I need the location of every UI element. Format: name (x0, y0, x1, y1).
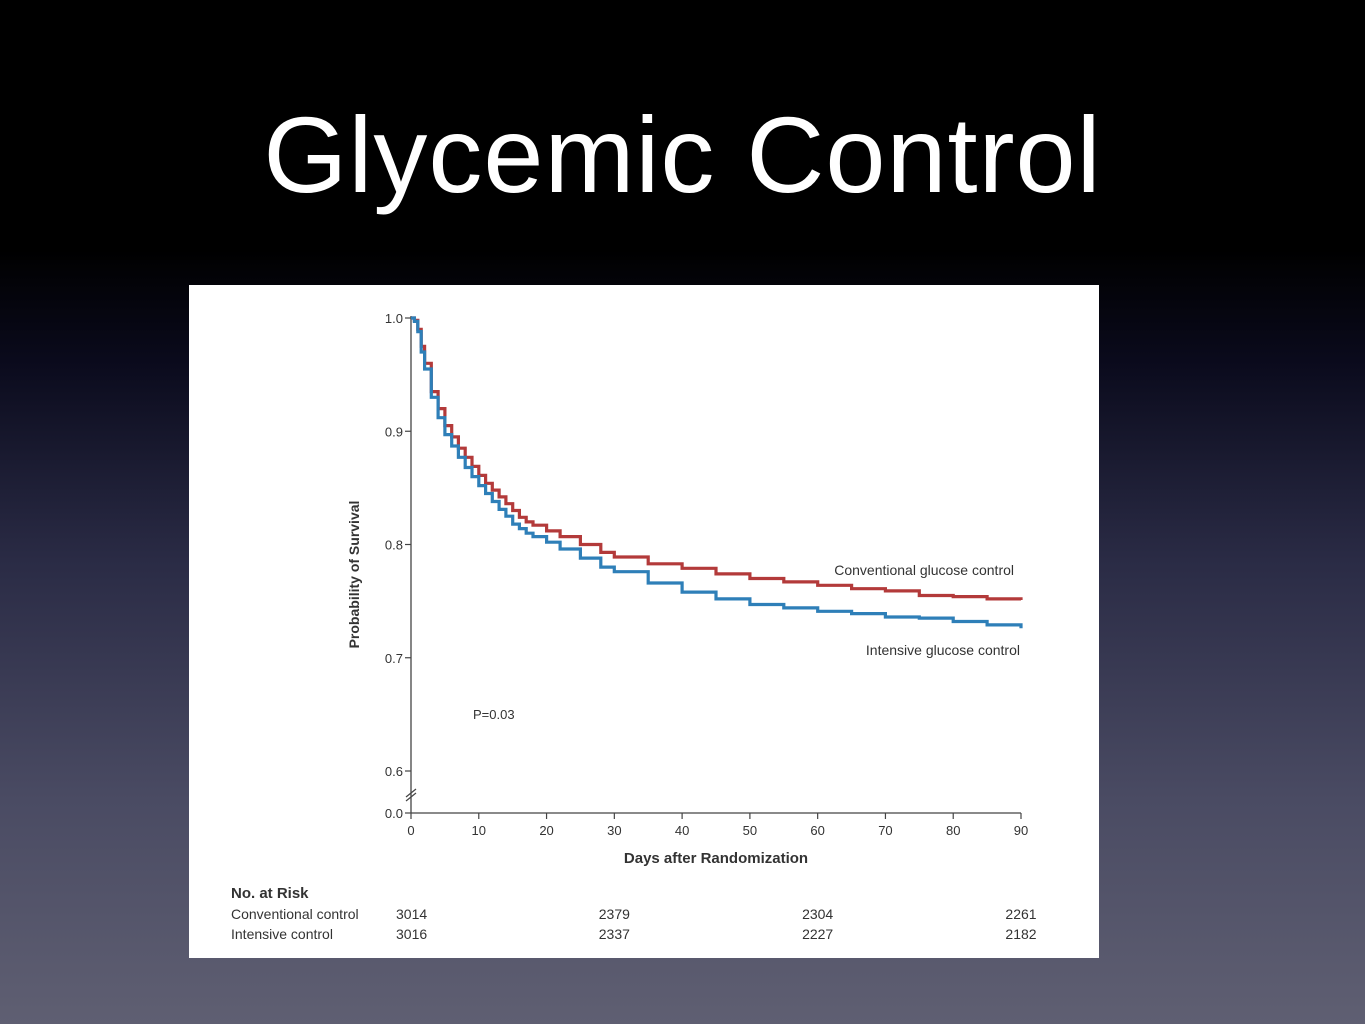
x-tick-label: 80 (946, 823, 960, 838)
y-axis-break-mark (405, 792, 417, 802)
x-tick-label: 90 (1014, 823, 1028, 838)
at-risk-value: 2304 (802, 906, 833, 922)
y-tick-label: 0.0 (385, 806, 403, 821)
x-tick-label: 60 (810, 823, 824, 838)
y-axis-break-mark (405, 788, 417, 798)
at-risk-value: 2227 (802, 926, 833, 942)
at-risk-value: 2337 (599, 926, 630, 942)
at-risk-value: 2379 (599, 906, 630, 922)
x-tick-label: 30 (607, 823, 621, 838)
intensive-series-line (411, 316, 1023, 629)
conventional-series-line (411, 316, 1023, 601)
at-risk-row-label: Conventional control (231, 906, 359, 922)
at-risk-value: 2261 (1005, 906, 1036, 922)
x-axis-label: Days after Randomization (624, 850, 808, 867)
y-tick-label: 0.8 (385, 538, 403, 553)
y-tick-label: 1.0 (385, 311, 403, 326)
figure-panel: 0.0 0.6 0.7 0.8 0.9 1.0 0 10 20 30 40 50 60 70 80 90 Day… (189, 285, 1099, 958)
series-label-conventional: Conventional glucose control (834, 562, 1014, 578)
at-risk-header: No. at Risk (231, 885, 309, 902)
y-tick-label: 0.9 (385, 424, 403, 439)
x-tick-label: 40 (675, 823, 689, 838)
x-tick-label: 50 (743, 823, 757, 838)
x-tick-label: 20 (539, 823, 553, 838)
x-tick-label: 0 (407, 823, 414, 838)
slide-title: Glycemic Control (263, 94, 1102, 215)
y-axis-label: Probability of Survival (346, 501, 362, 649)
at-risk-value: 3014 (396, 906, 427, 922)
y-tick-label: 0.7 (385, 651, 403, 666)
series-label-intensive: Intensive glucose control (866, 642, 1020, 658)
x-tick-label: 70 (878, 823, 892, 838)
survival-chart: 0.0 0.6 0.7 0.8 0.9 1.0 0 10 20 30 40 50 60 70 80 90 Day… (231, 311, 1037, 942)
at-risk-value: 2182 (1005, 926, 1036, 942)
at-risk-value: 3016 (396, 926, 427, 942)
x-tick-label: 10 (472, 823, 486, 838)
p-value-annotation: P=0.03 (473, 707, 515, 722)
y-tick-label: 0.6 (385, 764, 403, 779)
at-risk-row-label: Intensive control (231, 926, 333, 942)
